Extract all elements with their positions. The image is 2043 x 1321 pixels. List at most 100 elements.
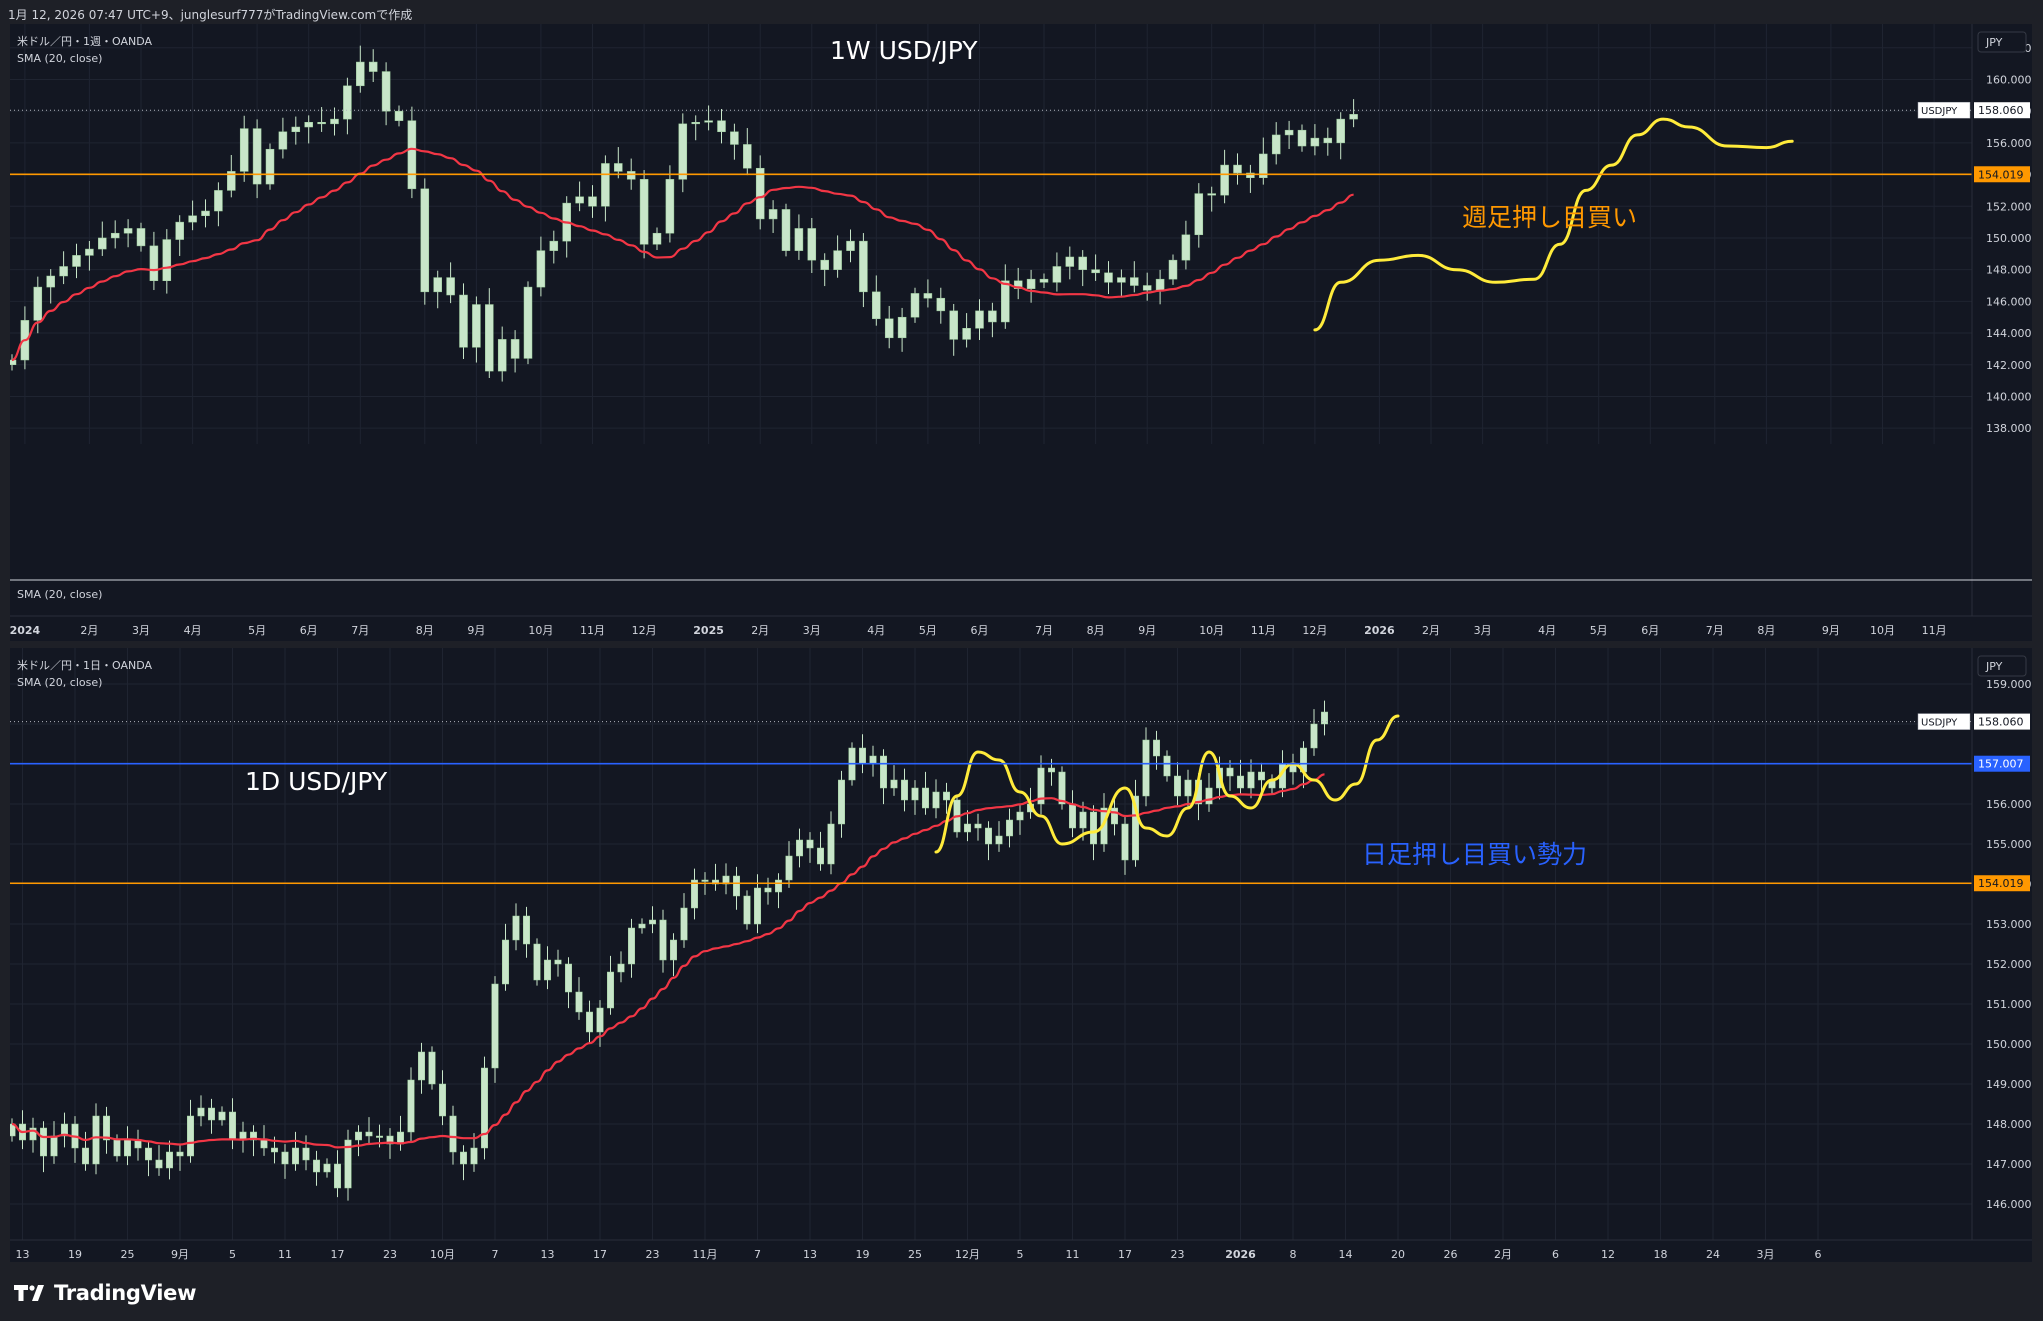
time-tick-label: 2月	[751, 624, 769, 637]
chart-title: 1W USD/JPY	[830, 36, 978, 65]
price-tag-label: 154.019	[1978, 168, 2024, 181]
candle	[186, 1115, 195, 1157]
candle	[1065, 256, 1075, 267]
time-tick-label: 5月	[1590, 624, 1608, 637]
candle	[1047, 767, 1056, 773]
candle	[932, 791, 940, 809]
candle	[102, 1115, 111, 1141]
currency-button	[1977, 655, 2027, 677]
candle	[1155, 278, 1165, 291]
candle	[512, 915, 520, 941]
candle	[942, 791, 951, 801]
candle	[1110, 807, 1119, 825]
last-price-tag	[1974, 713, 2030, 730]
candle	[606, 971, 615, 1009]
candle	[46, 275, 55, 288]
candle	[227, 171, 236, 191]
candle	[522, 915, 531, 945]
time-tick-label: 6月	[300, 624, 318, 637]
candle	[29, 1127, 37, 1141]
candle	[394, 110, 404, 121]
candle	[1130, 277, 1139, 286]
time-tick-label: 2月	[80, 624, 98, 637]
daily-chart-pane[interactable]: 146.000 147.000 148.000 149.000 150.000 151.0…	[10, 648, 2032, 1262]
candle	[155, 1159, 163, 1169]
candle	[407, 120, 417, 190]
time-tick-label: 11月	[1922, 624, 1947, 637]
candle	[626, 171, 636, 180]
time-tick-label: 3月	[803, 624, 821, 637]
candle	[33, 286, 43, 321]
time-tick-label: 19	[68, 1248, 82, 1261]
candle	[1336, 118, 1345, 144]
candle	[936, 297, 946, 312]
candle	[1039, 278, 1049, 283]
candle	[330, 118, 339, 125]
time-tick-label: 2026	[1364, 624, 1395, 637]
time-tick-label: 18	[1654, 1248, 1668, 1261]
candle	[1297, 129, 1307, 147]
candle	[523, 286, 533, 359]
candle	[480, 1067, 489, 1149]
candle	[417, 1051, 426, 1081]
time-tick-label: 7	[492, 1248, 499, 1261]
candle	[859, 240, 868, 293]
candle	[659, 919, 667, 961]
time-tick-label: 11月	[693, 1248, 718, 1261]
brand-name: TradingView	[54, 1281, 197, 1305]
footer-bar	[0, 1268, 2043, 1321]
weekly-chart-svg[interactable]: 138.000 140.000 142.000 144.000 146.000 148.0…	[10, 24, 2032, 641]
candle	[833, 250, 842, 270]
candle	[1131, 795, 1140, 861]
time-tick-label: 9月	[467, 624, 485, 637]
candle	[1005, 819, 1014, 837]
candle	[827, 823, 835, 865]
candle	[1016, 811, 1024, 821]
time-tick-label: 6	[1815, 1248, 1822, 1261]
time-tick-label: 5	[1017, 1248, 1024, 1261]
daily-chart-svg[interactable]: 146.000 147.000 148.000 149.000 150.000 151.0…	[10, 648, 2032, 1262]
candle	[768, 209, 778, 220]
candle	[897, 316, 907, 339]
time-tick-label: 9月	[1822, 624, 1840, 637]
candle	[988, 310, 997, 323]
candle	[281, 1151, 289, 1165]
time-tick-label: 13	[803, 1248, 817, 1261]
candle	[1259, 153, 1268, 178]
candle	[575, 196, 584, 204]
candle	[365, 1131, 373, 1137]
candle	[72, 255, 81, 267]
time-tick-label: 25	[121, 1248, 135, 1261]
last-price-label: 158.060	[1978, 104, 2024, 117]
price-tick-label: 146.000	[1986, 295, 2032, 308]
price-tick-label: 142.000	[1986, 359, 2032, 372]
candle	[795, 839, 804, 857]
weekly-chart-pane[interactable]: 138.000 140.000 142.000 144.000 146.000 148.0…	[10, 24, 2032, 641]
candle	[794, 228, 804, 251]
candle	[1194, 193, 1204, 236]
time-tick-label: 8月	[1757, 624, 1775, 637]
candle	[910, 293, 920, 318]
candle	[962, 328, 971, 340]
candle	[1320, 711, 1329, 725]
candle	[214, 190, 223, 212]
time-tick-label: 9月	[1138, 624, 1156, 637]
candle	[1310, 723, 1318, 749]
candle	[963, 823, 972, 833]
candle	[596, 1007, 604, 1033]
time-tick-label: 6月	[1641, 624, 1659, 637]
brand-logo[interactable]: TradingView	[12, 1280, 196, 1306]
candle	[433, 277, 442, 293]
candle	[304, 122, 313, 128]
candle	[652, 232, 662, 245]
candle	[807, 228, 817, 261]
symbol-tag-label: USDJPY	[1921, 718, 1958, 729]
candle	[497, 339, 507, 372]
header-bar: 1月 12, 2026 07:47 UTC+9、junglesurf777がTr…	[0, 0, 2043, 24]
time-tick-label: 9月	[171, 1248, 189, 1261]
candle	[501, 939, 510, 985]
candle	[617, 963, 625, 973]
candle	[265, 148, 275, 185]
candle	[375, 1135, 384, 1138]
time-tick-label: 17	[331, 1248, 345, 1261]
